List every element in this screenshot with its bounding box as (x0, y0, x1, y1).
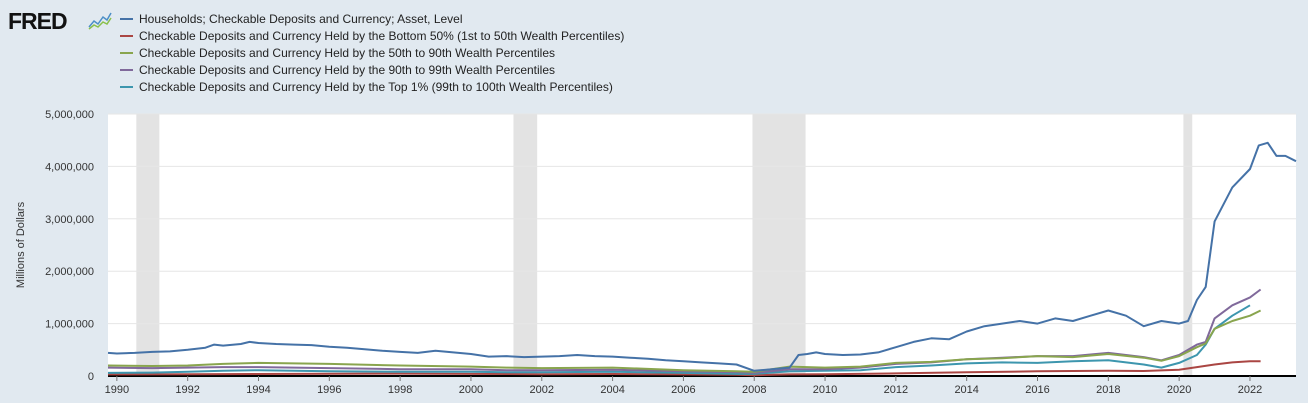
legend-item[interactable]: Checkable Deposits and Currency Held by … (120, 28, 624, 45)
y-axis-title: Millions of Dollars (15, 201, 27, 288)
series-line-4 (107, 288, 1262, 374)
plot-area (108, 114, 1296, 376)
legend-item[interactable]: Households; Checkable Deposits and Curre… (120, 11, 624, 28)
y-tick-label: 1,000,000 (45, 319, 94, 331)
series-line-1 (107, 141, 1297, 372)
y-tick-label: 0 (88, 371, 94, 383)
x-tick-label: 2008 (742, 384, 766, 396)
legend-label: Checkable Deposits and Currency Held by … (139, 80, 613, 94)
legend-label: Checkable Deposits and Currency Held by … (139, 29, 625, 43)
fred-logo-chart-icon (88, 10, 112, 30)
x-tick-label: 2006 (671, 384, 695, 396)
x-tick-label: 1990 (105, 384, 129, 396)
chart-legend: Households; Checkable Deposits and Curre… (120, 11, 624, 96)
legend-item[interactable]: Checkable Deposits and Currency Held by … (120, 45, 624, 62)
x-tick-label: 2018 (1096, 384, 1120, 396)
fred-logo-text: FRED (8, 8, 68, 34)
x-tick-label: 2004 (600, 384, 624, 396)
recession-band (513, 114, 538, 376)
x-tick-label: 1998 (388, 384, 412, 396)
legend-label: Checkable Deposits and Currency Held by … (139, 46, 556, 60)
legend-label: Checkable Deposits and Currency Held by … (139, 63, 556, 77)
y-tick-label: 3,000,000 (45, 214, 94, 226)
y-tick-label: 4,000,000 (45, 161, 94, 173)
series-line-3 (107, 309, 1262, 373)
series-line-2 (107, 360, 1261, 377)
legend-item[interactable]: Checkable Deposits and Currency Held by … (120, 62, 624, 79)
legend-swatch (120, 51, 133, 54)
series-line-5 (107, 304, 1251, 375)
x-tick-label: 2022 (1238, 384, 1262, 396)
y-tick-label: 2,000,000 (45, 266, 94, 278)
legend-swatch (120, 68, 133, 71)
recession-band (752, 114, 806, 376)
x-tick-label: 2020 (1167, 384, 1191, 396)
x-tick-label: 2000 (459, 384, 483, 396)
legend-swatch (120, 17, 133, 20)
recession-band (1183, 114, 1193, 376)
x-tick-label: 1996 (317, 384, 341, 396)
recession-band (136, 114, 160, 376)
x-tick-label: 1992 (175, 384, 199, 396)
legend-swatch (120, 85, 133, 88)
x-tick-label: 2010 (813, 384, 837, 396)
legend-swatch (120, 34, 133, 37)
x-tick-label: 1994 (246, 384, 270, 396)
x-tick-label: 2002 (530, 384, 554, 396)
legend-label: Households; Checkable Deposits and Curre… (139, 12, 463, 26)
x-tick-label: 2014 (954, 384, 978, 396)
x-tick-label: 2012 (884, 384, 908, 396)
legend-item[interactable]: Checkable Deposits and Currency Held by … (120, 79, 624, 96)
fred-logo[interactable]: FRED (8, 8, 68, 35)
y-tick-label: 5,000,000 (45, 109, 94, 121)
x-tick-label: 2016 (1025, 384, 1049, 396)
